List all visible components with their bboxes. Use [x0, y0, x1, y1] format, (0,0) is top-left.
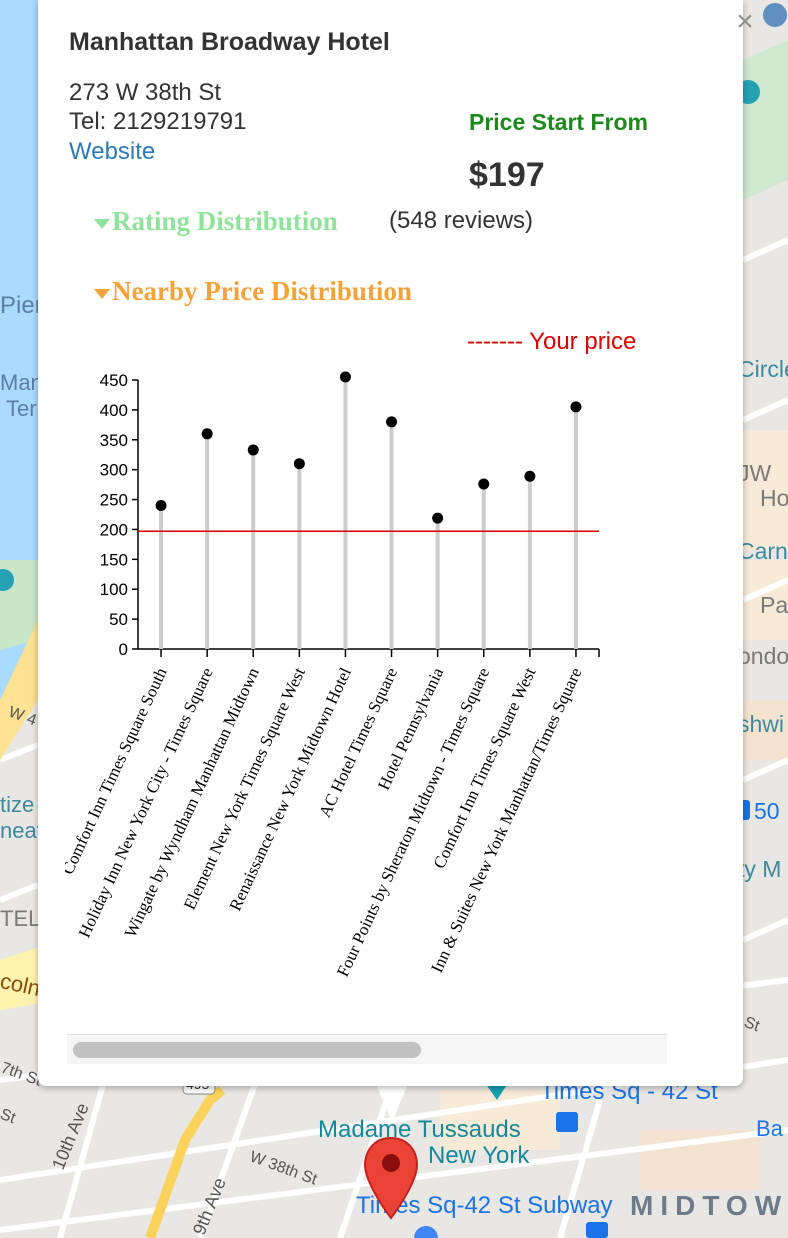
lollipop-dot [386, 416, 398, 428]
popup-tail [376, 1084, 408, 1122]
map-label-neat: neat [0, 818, 43, 843]
map-label-tel: TEL [0, 906, 41, 931]
lollipop-dot [155, 500, 167, 512]
map-label-circle: Circle [738, 356, 788, 382]
y-tick-label: 350 [100, 431, 128, 450]
map-label-ba: Ba [756, 1116, 783, 1141]
price-start-label: Price Start From [469, 109, 648, 135]
your-price-legend: ------- Your price [467, 328, 637, 355]
map-label-pa: Pa [760, 592, 788, 618]
map-label-madame-1: Madame Tussauds [318, 1116, 521, 1143]
map-label-jw: JW [738, 460, 772, 486]
lollipop-dot [293, 458, 305, 470]
rating-distribution-toggle[interactable]: Rating Distribution [94, 206, 338, 237]
map-label-ter: Ter [6, 396, 37, 421]
y-tick-label: 0 [119, 640, 128, 659]
hotel-name: Manhattan Broadway Hotel [69, 28, 390, 56]
map-label-carn: Carn [738, 538, 788, 564]
y-tick-label: 400 [100, 401, 128, 420]
y-tick-label: 150 [100, 550, 128, 569]
y-tick-label: 200 [100, 520, 128, 539]
map-marker-icon[interactable] [362, 1136, 420, 1220]
lollipop-dot [478, 478, 490, 490]
rating-distribution-label: Rating Distribution [112, 206, 338, 236]
price-distribution-label: Nearby Price Distribution [112, 276, 412, 306]
map-label-50: 50 [754, 798, 780, 824]
close-button[interactable]: × [736, 5, 754, 38]
caret-down-icon [94, 218, 110, 229]
map-label-ty-m: ty M [738, 856, 782, 882]
scrollbar-thumb[interactable] [73, 1042, 421, 1058]
lollipop-dot [570, 401, 582, 413]
hotel-address: 273 W 38th St [69, 79, 222, 106]
map-label-ondo: ondo [738, 643, 788, 669]
review-count: (548 reviews) [389, 207, 534, 234]
lollipop-dot [432, 512, 444, 524]
horizontal-scrollbar[interactable] [67, 1034, 667, 1064]
map-label-tize: tize [0, 792, 35, 817]
y-tick-label: 50 [109, 610, 128, 629]
y-tick-label: 450 [100, 371, 128, 390]
map-label-midtown: MIDTOW [630, 1190, 788, 1221]
map-label-ho: Ho [760, 485, 788, 511]
map-label-madame-2: New York [428, 1142, 530, 1169]
y-tick-label: 100 [100, 580, 128, 599]
lollipop-dot [247, 444, 259, 456]
map-label-shwi: shwi [738, 711, 785, 737]
caret-down-icon [94, 288, 110, 299]
y-tick-label: 250 [100, 491, 128, 510]
lollipop-dot [524, 470, 536, 482]
price-value: $197 [469, 156, 545, 194]
lollipop-dot [339, 371, 351, 383]
lollipop-dot [201, 428, 213, 440]
info-window: × Manhattan Broadway Hotel 273 W 38th St… [38, 0, 754, 1086]
price-distribution-toggle[interactable]: Nearby Price Distribution [94, 276, 412, 307]
website-link[interactable]: Website [69, 138, 156, 165]
hotel-phone: Tel: 2129219791 [69, 108, 247, 135]
y-tick-label: 300 [100, 461, 128, 480]
